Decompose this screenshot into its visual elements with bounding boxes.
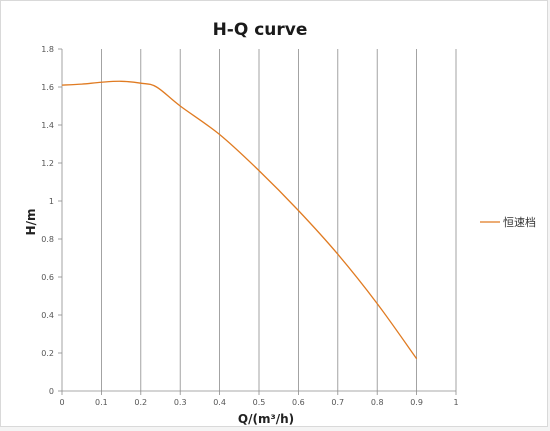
x-tick-label: 0.5	[253, 398, 266, 407]
y-tick-label: 1	[49, 197, 54, 206]
x-tick-label: 0.9	[410, 398, 423, 407]
gridlines	[101, 49, 457, 391]
y-tick-label: 0.4	[41, 311, 54, 320]
y-tick-label: 0.2	[41, 349, 54, 358]
y-tick-label: 0.6	[41, 273, 54, 282]
y-tick-label: 1.2	[41, 159, 54, 168]
x-tick-label: 0	[59, 398, 64, 407]
legend: 恒速档	[480, 215, 536, 229]
x-axis-label: Q/(m³/h)	[238, 412, 294, 426]
y-tick-label: 1.8	[41, 45, 54, 54]
y-axis-label: H/m	[24, 209, 38, 236]
legend-label: 恒速档	[503, 215, 536, 229]
series-lines	[61, 80, 418, 360]
x-tick-label: 0.4	[213, 398, 226, 407]
x-tick-label: 1	[453, 398, 458, 407]
y-tick-label: 1.6	[41, 83, 54, 92]
x-tick-label: 0.2	[134, 398, 147, 407]
y-tick-labels: 0 0.2 0.4 0.6 0.8 1 1.2 1.4 1.6 1.8	[41, 45, 54, 396]
x-tick-label: 0.3	[174, 398, 187, 407]
y-tick-label: 1.4	[41, 121, 54, 130]
x-tick-label: 0.6	[292, 398, 305, 407]
chart-title: H-Q curve	[213, 20, 308, 40]
y-tick-label: 0.8	[41, 235, 54, 244]
axes	[58, 48, 457, 395]
x-tick-label: 0.8	[371, 398, 384, 407]
x-tick-label: 0.7	[331, 398, 344, 407]
y-tick-label: 0	[49, 387, 54, 396]
series-line-0	[61, 80, 418, 360]
x-tick-label: 0.1	[95, 398, 108, 407]
x-tick-labels: 0 0.1 0.2 0.3 0.4 0.5 0.6 0.7 0.8 0.9 1	[59, 398, 458, 407]
